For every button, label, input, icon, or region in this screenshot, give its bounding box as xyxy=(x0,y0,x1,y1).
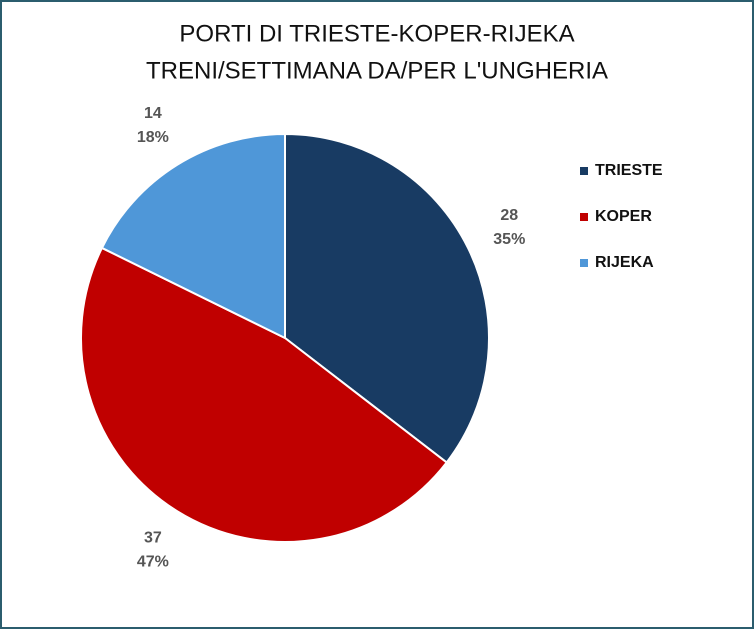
legend-label: KOPER xyxy=(595,208,652,225)
pie-slice xyxy=(100,132,286,340)
percent-label: 35% xyxy=(493,231,525,248)
chart-title: PORTI DI TRIESTE-KOPER-RIJEKA xyxy=(179,20,574,47)
percent-label: 47% xyxy=(137,553,169,570)
pie-slice xyxy=(284,132,490,464)
value-label: 14 xyxy=(144,105,162,122)
value-label: 28 xyxy=(500,207,518,224)
percent-label: 18% xyxy=(137,129,169,146)
legend-marker xyxy=(580,213,588,221)
pie-slice xyxy=(80,246,449,543)
value-label: 37 xyxy=(144,529,162,546)
legend-label: RIJEKA xyxy=(595,254,654,271)
legend-label: TRIESTE xyxy=(595,162,663,179)
legend-marker xyxy=(580,167,588,175)
chart-title: TRENI/SETTIMANA DA/PER L'UNGHERIA xyxy=(146,57,608,84)
legend-marker xyxy=(580,259,588,267)
